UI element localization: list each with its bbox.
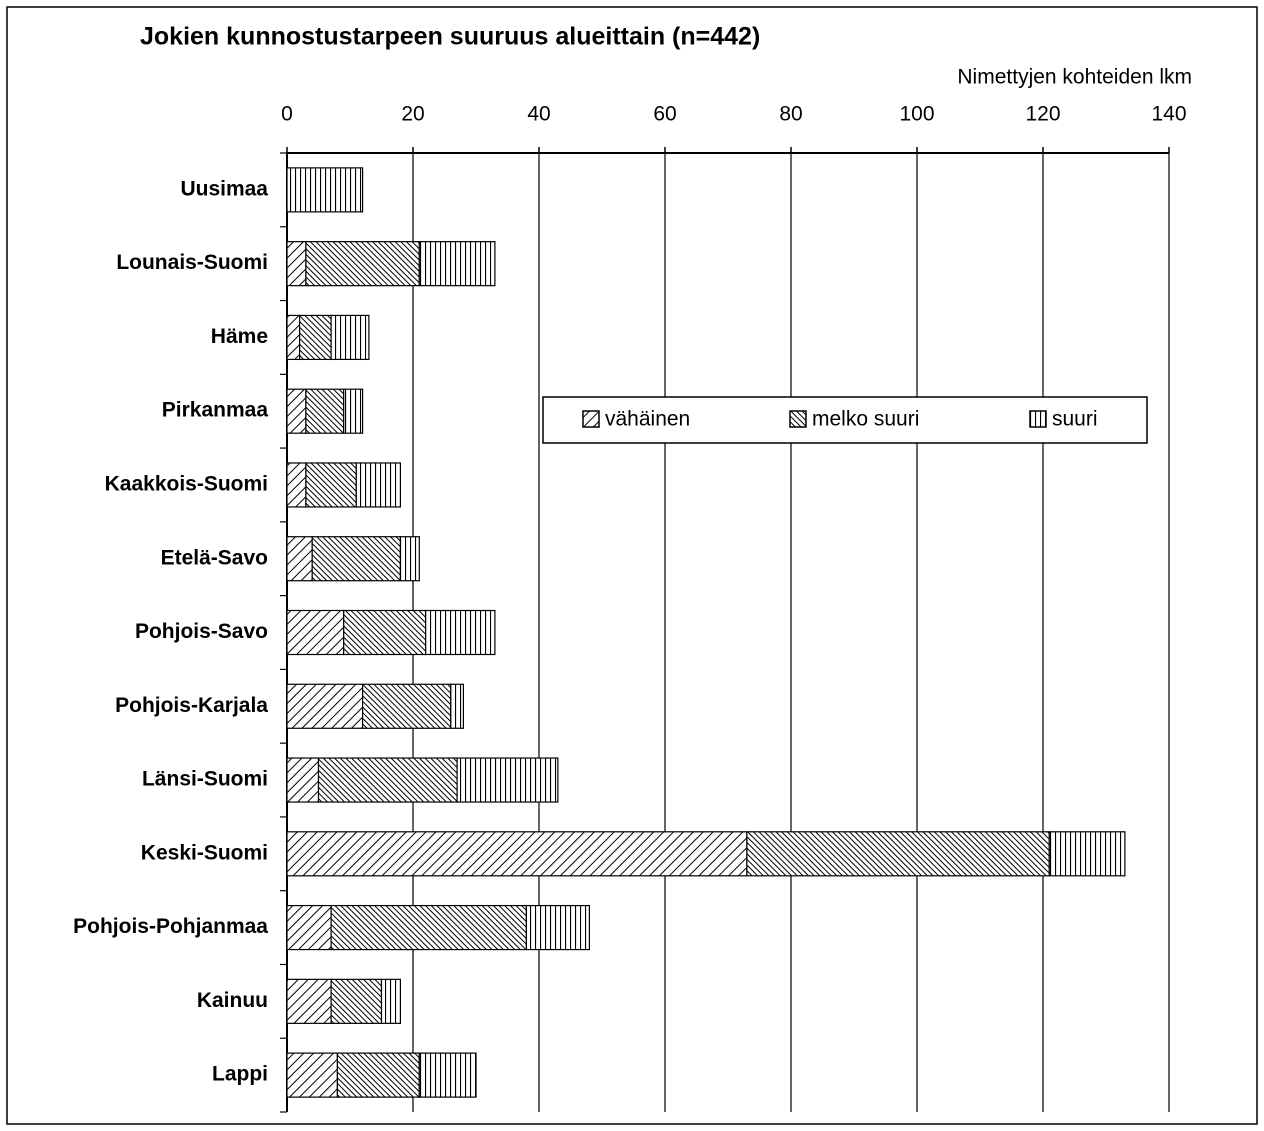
bar-segment <box>418 241 496 287</box>
bar-segment <box>525 904 591 951</box>
bar-segment <box>399 536 420 582</box>
bar-segment <box>286 609 345 656</box>
bar-segment <box>305 462 357 508</box>
y-tick-label: Länsi-Suomi <box>142 768 268 791</box>
bar-segment <box>330 978 383 1024</box>
bar-segment <box>343 609 427 656</box>
bar-segment <box>305 241 420 287</box>
y-tick-label: Lappi <box>212 1063 268 1086</box>
legend-label: suuri <box>1052 408 1098 431</box>
y-tick-label: Pohjois-Pohjanmaa <box>73 915 268 938</box>
bar-segment <box>355 462 401 508</box>
x-tick-label: 120 <box>1025 103 1060 126</box>
legend-swatch <box>582 410 600 428</box>
x-tick-label: 0 <box>281 103 293 126</box>
bar-segment <box>380 978 401 1024</box>
bar-segment <box>286 388 307 434</box>
bar-segment <box>286 904 332 951</box>
bar-segment <box>286 757 320 803</box>
bar-segment <box>336 1052 420 1098</box>
bar-segment <box>418 1052 477 1098</box>
x-tick-label: 100 <box>899 103 934 126</box>
legend-swatch <box>1029 410 1047 428</box>
x-tick-label: 140 <box>1151 103 1186 126</box>
bar-segment <box>1048 831 1126 877</box>
bar-segment <box>286 462 307 508</box>
bar-segment <box>305 388 345 434</box>
y-tick-label: Häme <box>211 325 268 348</box>
bar-segment <box>286 831 748 877</box>
bar-segment <box>286 1052 339 1098</box>
bar-segment <box>286 241 307 287</box>
y-tick-label: Pohjois-Karjala <box>115 694 268 717</box>
bar-segment <box>299 314 332 361</box>
bar-segment <box>311 536 402 582</box>
y-tick-label: Pirkanmaa <box>162 399 269 422</box>
bar-segment <box>343 388 364 434</box>
bar-segment <box>286 683 364 729</box>
bar-segment <box>286 167 364 213</box>
x-tick-label: 80 <box>779 103 802 126</box>
x-tick-label: 40 <box>527 103 550 126</box>
y-tick-label: Lounais-Suomi <box>116 251 268 274</box>
bar-segment <box>286 978 332 1024</box>
bar-segment <box>330 904 528 951</box>
bar-segment <box>317 757 458 803</box>
chart-title: Jokien kunnostustarpeen suuruus alueitta… <box>140 23 760 51</box>
x-tick-label: 20 <box>401 103 424 126</box>
legend-swatch <box>789 410 807 428</box>
bar-segment <box>286 536 313 582</box>
y-tick-label: Kainuu <box>197 989 268 1012</box>
bar-segment <box>330 314 370 361</box>
bar-segment <box>425 609 496 656</box>
y-tick-label: Keski-Suomi <box>141 841 268 864</box>
y-tick-label: Uusimaa <box>180 177 268 200</box>
bar-segment <box>362 683 452 729</box>
legend-label: vähäinen <box>605 408 690 431</box>
bar-segment <box>286 314 301 361</box>
bar-segment <box>456 757 559 803</box>
x-tick-label: 60 <box>653 103 676 126</box>
y-tick-label: Kaakkois-Suomi <box>105 473 268 496</box>
x-axis-label: Nimettyjen kohteiden lkm <box>957 66 1192 89</box>
bar-segment <box>746 831 1050 877</box>
frame <box>6 6 1258 1125</box>
bar-segment <box>450 683 464 729</box>
y-tick-label: Pohjois-Savo <box>135 620 268 643</box>
y-tick-label: Etelä-Savo <box>161 546 268 569</box>
legend-label: melko suuri <box>812 408 919 431</box>
